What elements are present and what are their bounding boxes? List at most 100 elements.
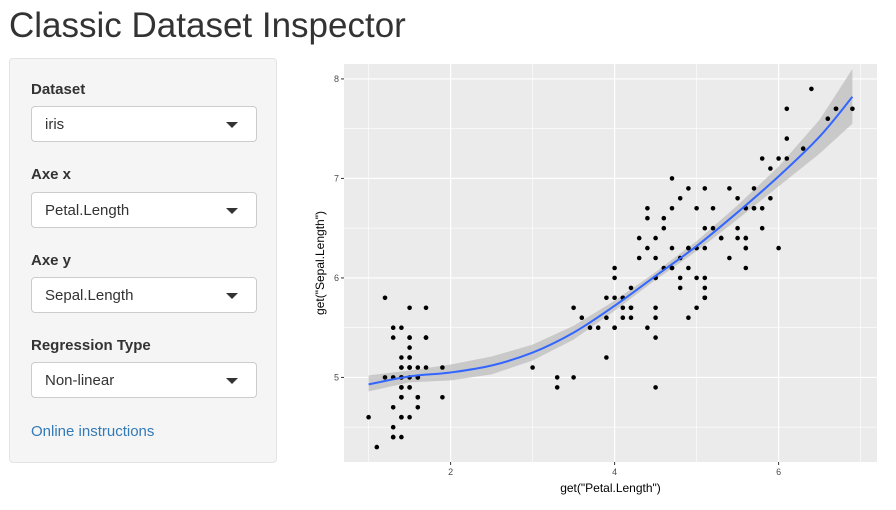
data-point <box>727 255 732 261</box>
plot-panel <box>344 64 877 462</box>
data-point <box>554 385 560 390</box>
data-point <box>399 325 404 331</box>
regression-type-select[interactable]: Non-linear <box>31 362 257 398</box>
data-point <box>710 225 716 231</box>
data-point <box>653 305 658 311</box>
data-point <box>374 444 380 450</box>
data-point <box>768 196 773 201</box>
data-point <box>415 405 421 410</box>
data-point <box>440 395 445 400</box>
data-point <box>661 225 667 231</box>
data-point <box>612 295 617 301</box>
sidebar-panel: Dataset iris Axe x Petal.Length Axe y Se… <box>9 58 277 463</box>
data-point <box>620 305 626 311</box>
data-point <box>571 375 576 380</box>
data-point <box>735 196 740 201</box>
data-point <box>751 206 757 211</box>
data-point <box>702 225 708 231</box>
x-tick-label: 4 <box>612 467 617 477</box>
data-point <box>677 275 683 281</box>
data-point <box>407 335 412 340</box>
data-point <box>727 186 732 191</box>
data-point <box>710 206 716 211</box>
dataset-label: Dataset <box>31 81 86 98</box>
x-axis-label: get("Petal.Length") <box>560 481 661 495</box>
data-point <box>669 245 675 251</box>
data-point <box>530 365 535 370</box>
smooth-line <box>368 96 854 386</box>
data-point <box>645 325 650 331</box>
axe-x-select-value: Petal.Length <box>45 202 130 219</box>
axe-y-select[interactable]: Sepal.Length <box>31 277 257 313</box>
scatter-plot: 2 4 6 5 6 7 8 get("Petal.Length") get("Sepal.L… <box>313 64 877 495</box>
chevron-down-icon <box>226 293 238 299</box>
y-axis-label: get("Sepal.Length") <box>313 211 327 315</box>
data-point <box>399 414 404 420</box>
chevron-down-icon <box>226 208 238 214</box>
data-point <box>415 395 421 400</box>
data-point <box>366 414 371 420</box>
data-point <box>809 86 814 92</box>
data-point <box>759 225 765 231</box>
data-point <box>768 166 773 171</box>
data-point <box>604 315 609 321</box>
y-tick-label: 5 <box>334 372 339 382</box>
data-point <box>677 196 683 201</box>
data-point <box>735 235 740 241</box>
data-point <box>694 206 699 211</box>
axe-x-select[interactable]: Petal.Length <box>31 192 257 228</box>
data-point <box>579 315 585 321</box>
data-point <box>587 325 593 331</box>
regression-type-select-value: Non-linear <box>45 372 115 389</box>
data-point <box>407 365 412 370</box>
data-point <box>751 186 757 191</box>
data-point <box>604 355 609 360</box>
data-point <box>718 235 724 241</box>
dataset-select[interactable]: iris <box>31 106 257 142</box>
data-point <box>743 245 749 251</box>
data-point <box>653 385 658 390</box>
axes: 2 4 6 5 6 7 8 <box>334 74 781 477</box>
data-point <box>686 245 691 251</box>
page-title: Classic Dataset Inspector <box>9 6 406 45</box>
data-point <box>423 365 429 370</box>
data-point <box>595 325 601 331</box>
data-point <box>620 315 626 321</box>
data-point <box>669 176 675 181</box>
data-point <box>612 275 617 281</box>
data-point <box>645 206 650 211</box>
data-point <box>800 146 806 151</box>
dataset-select-value: iris <box>45 116 65 133</box>
data-point <box>702 285 708 291</box>
data-point <box>645 245 650 251</box>
data-point <box>669 265 675 271</box>
data-point <box>702 295 708 301</box>
data-point <box>571 305 576 311</box>
data-point <box>390 424 396 430</box>
grid-minor <box>344 64 877 462</box>
data-point <box>677 285 683 291</box>
data-point <box>784 106 790 112</box>
online-instructions-link[interactable]: Online instructions <box>31 423 155 440</box>
data-point <box>759 206 765 211</box>
chevron-down-icon <box>226 378 238 384</box>
data-point <box>784 156 790 161</box>
data-point <box>628 285 634 291</box>
x-tick-label: 6 <box>776 467 781 477</box>
x-tick-label: 2 <box>448 467 453 477</box>
data-point <box>628 305 634 311</box>
data-point <box>390 335 396 340</box>
y-tick-label: 6 <box>334 273 339 283</box>
data-point <box>636 235 642 241</box>
data-point <box>661 215 667 221</box>
regression-type-label: Regression Type <box>31 337 151 354</box>
data-point <box>645 215 650 221</box>
data-point <box>702 186 708 191</box>
data-point <box>653 315 658 321</box>
chevron-down-icon <box>226 122 238 128</box>
data-point <box>628 315 634 321</box>
data-point <box>415 365 421 370</box>
data-point <box>653 335 658 340</box>
data-point <box>759 156 765 161</box>
data-point <box>407 355 412 360</box>
